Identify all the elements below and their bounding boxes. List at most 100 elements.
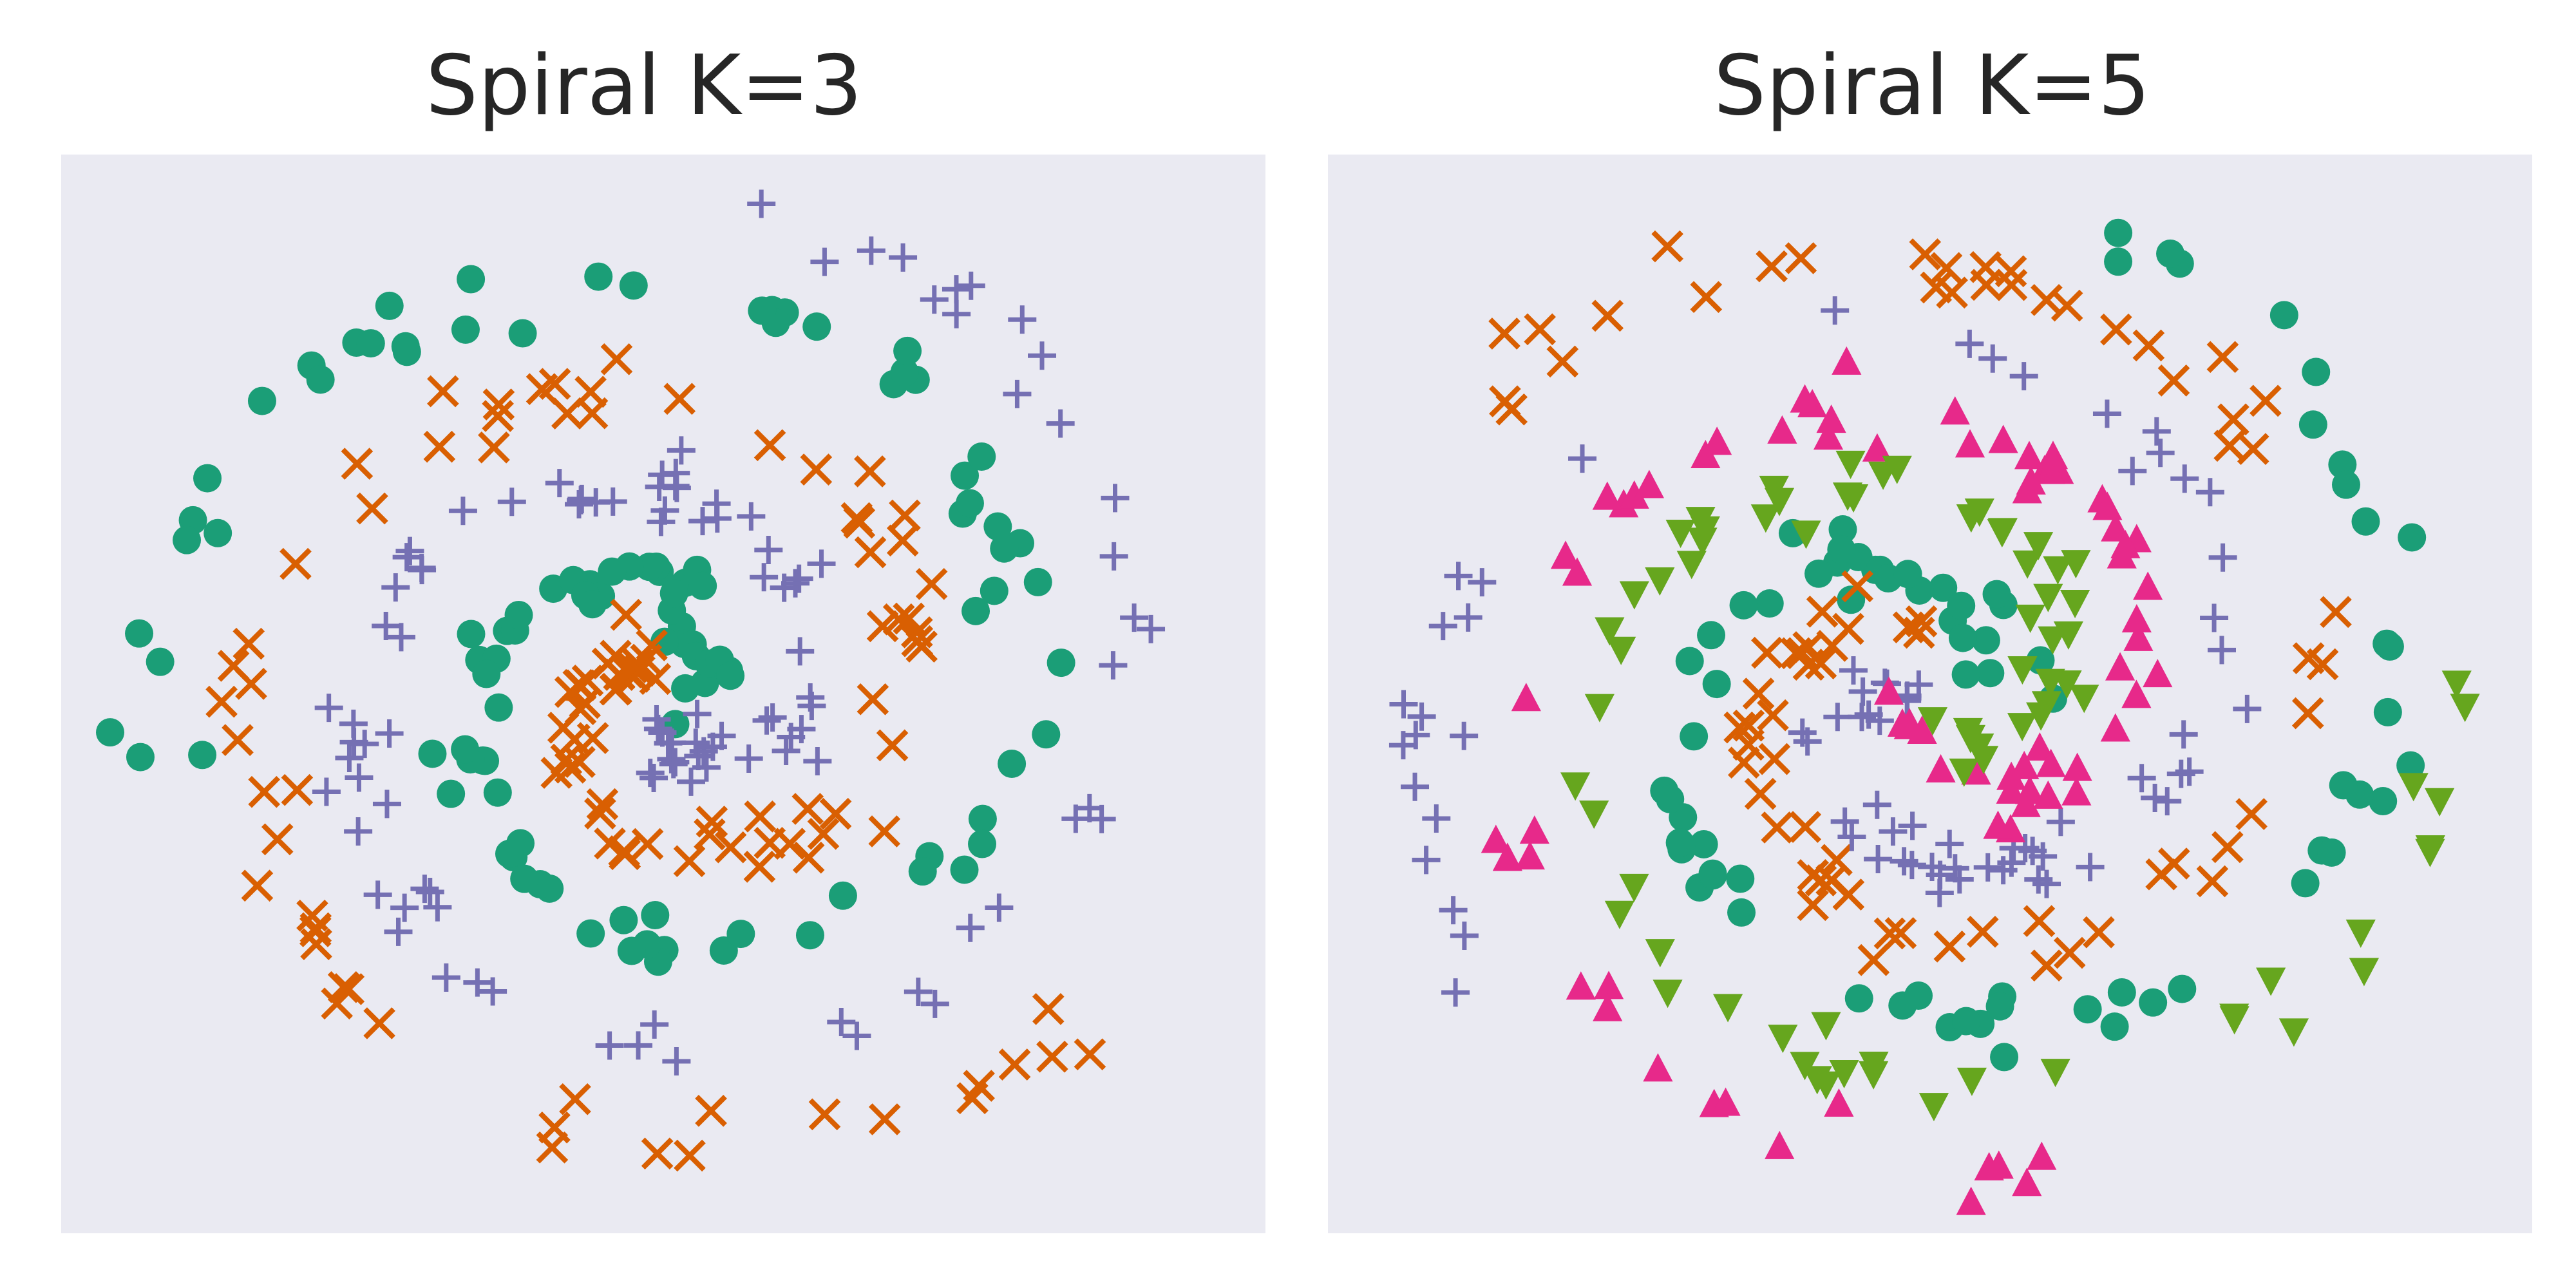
scatter-point-triangle-up: [1955, 429, 1985, 458]
scatter-point-plus: [747, 189, 776, 218]
scatter-point-triangle-up: [1926, 754, 1956, 783]
scatter-point-plus: [786, 637, 815, 666]
scatter-point-circle: [795, 921, 824, 950]
scatter-point-x: [900, 616, 933, 649]
scatter-point-triangle-up: [1566, 971, 1596, 1000]
scatter-point-plus: [707, 721, 736, 750]
scatter-point-triangle-down: [2015, 604, 2045, 633]
scatter-point-plus: [2076, 853, 2105, 882]
scatter-point-plus: [1823, 703, 1852, 732]
scatter-point-plus: [1904, 670, 1933, 699]
scatter-point-triangle-up: [2014, 440, 2045, 469]
scatter-point-circle: [146, 647, 175, 676]
scatter-point-plus: [2169, 720, 2198, 749]
scatter-point-triangle-up: [1862, 433, 1893, 462]
scatter-point-circle: [126, 743, 155, 772]
scatter-point-triangle-up: [2027, 1141, 2057, 1170]
scatter-point-x: [2196, 865, 2229, 898]
scatter-point-x: [663, 383, 696, 415]
plot-area: [61, 155, 1265, 1233]
scatter-point-triangle-down: [1987, 519, 2017, 548]
scatter-point-x: [696, 806, 728, 838]
scatter-point-x: [963, 1070, 995, 1102]
scatter-point-circle: [1729, 591, 1758, 620]
scatter-point-plus: [2200, 603, 2229, 632]
scatter-point-x: [1524, 313, 1556, 346]
scatter-point-plus: [1389, 690, 1418, 719]
scatter-point-x: [2249, 384, 2282, 417]
scatter-point-circle: [2107, 978, 2136, 1007]
scatter-point-x: [1751, 636, 1783, 669]
scatter-point-x: [1815, 864, 1848, 896]
scatter-point-x: [538, 368, 571, 400]
scatter-point-plus: [386, 623, 415, 652]
scatter-point-plus: [639, 763, 668, 792]
scatter-point-plus: [1848, 703, 1877, 732]
scatter-point-circle: [483, 778, 512, 807]
scatter-point-x: [205, 685, 238, 718]
scatter-point-x: [559, 1083, 591, 1115]
scatter-point-circle: [2398, 523, 2427, 552]
scatter-point-x: [1797, 889, 1829, 922]
scatter-point-circle: [659, 579, 688, 608]
scatter-point-x: [695, 1095, 727, 1127]
scatter-point-x: [792, 841, 825, 874]
scatter-point-plus: [2142, 417, 2171, 446]
scatter-point-triangle-down: [1645, 567, 1675, 596]
scatter-point-x: [1785, 242, 1817, 274]
scatter-point-plus: [2208, 636, 2236, 665]
scatter-point-x: [482, 400, 514, 432]
scatter-point-x: [1930, 252, 1963, 284]
scatter-point-plus: [415, 877, 444, 906]
scatter-point-plus: [1422, 804, 1451, 833]
scatter-point-x: [261, 823, 294, 856]
scatter-point-triangle-down: [1579, 800, 1609, 829]
scatter-point-plus: [734, 744, 763, 773]
scatter-point-plus: [1412, 846, 1441, 875]
scatter-point-circle: [457, 265, 486, 294]
scatter-point-triangle-down: [1759, 475, 1789, 504]
scatter-point-x: [281, 773, 314, 806]
scatter-point-x: [1884, 917, 1917, 949]
scatter-point-circle: [1804, 559, 1833, 588]
scatter-point-circle: [1904, 981, 1933, 1010]
scatter-point-triangle-down: [1859, 1061, 1889, 1090]
scatter-point-plus: [1854, 700, 1883, 729]
scatter-point-x: [868, 1103, 901, 1135]
scatter-point-x: [2050, 289, 2083, 322]
scatter-point-plus: [314, 694, 343, 723]
scatter-point-x: [1821, 844, 1853, 876]
scatter-point-x: [300, 928, 332, 960]
scatter-point-triangle-down: [2040, 1059, 2070, 1088]
scatter-point-plus: [985, 893, 1014, 922]
scatter-point-x: [232, 627, 265, 660]
scatter-point-triangle-up: [1873, 676, 1904, 705]
scatter-point-plus: [2170, 464, 2199, 493]
scatter-point-x: [2145, 858, 2177, 891]
scatter-point-x: [1757, 699, 1789, 732]
scatter-point-circle: [576, 919, 605, 948]
scatter-point-circle: [2073, 995, 2102, 1024]
scatter-point-x: [714, 831, 747, 864]
scatter-point-circle: [802, 312, 831, 341]
scatter-point-triangle-up: [1515, 841, 1545, 870]
scatter-point-triangle-up: [2035, 455, 2065, 484]
scatter-point-circle: [1982, 580, 2011, 609]
scatter-point-circle: [598, 557, 627, 586]
scatter-point-triangle-up: [2038, 440, 2069, 469]
scatter-point-circle: [609, 905, 638, 934]
scatter-point-x: [478, 431, 510, 464]
scatter-point-plus: [1793, 727, 1822, 756]
scatter-point-plus: [384, 917, 413, 946]
scatter-point-plus: [410, 875, 439, 904]
scatter-point-circle: [188, 741, 217, 770]
scatter-point-plus: [956, 271, 985, 300]
scatter-point-triangle-up: [1765, 1130, 1795, 1159]
scatter-point-plus: [1401, 772, 1430, 801]
scatter-point-plus: [1137, 614, 1166, 643]
scatter-point-triangle-up: [1519, 815, 1549, 844]
scatter-point-x: [882, 603, 915, 636]
scatter-point-plus: [345, 763, 374, 792]
scatter-point-plus: [2153, 787, 2182, 816]
scatter-point-plus: [1973, 853, 2002, 882]
